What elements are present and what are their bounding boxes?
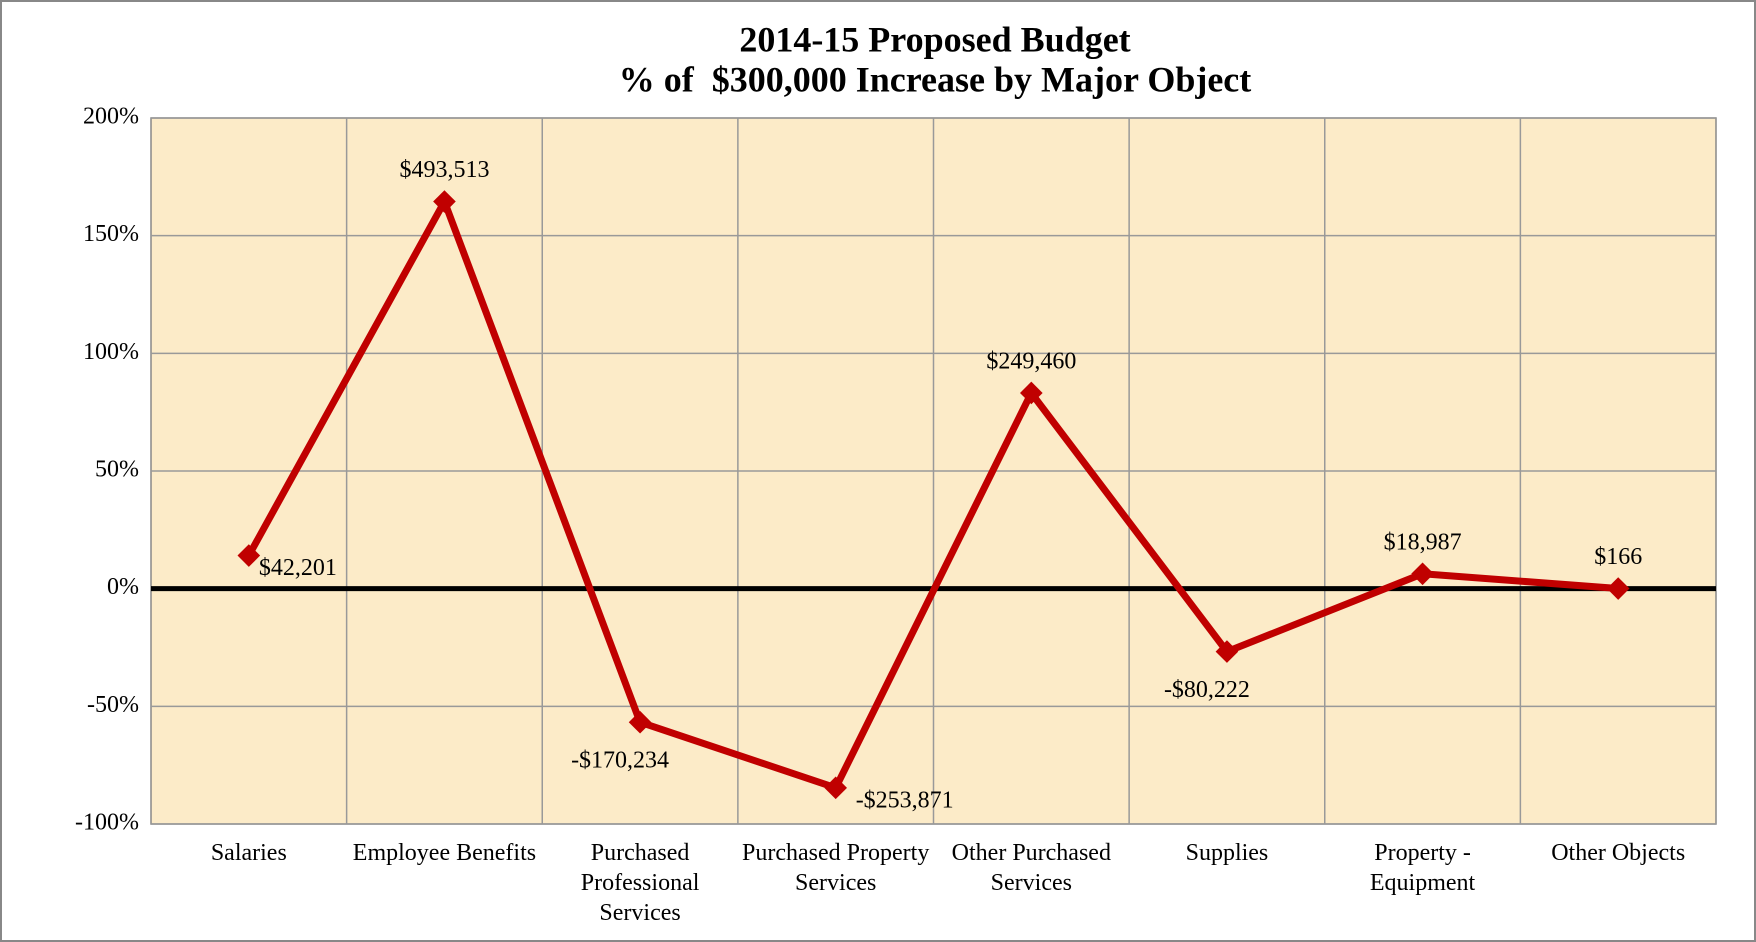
- data-label: $249,460: [986, 348, 1076, 374]
- data-label: $18,987: [1384, 529, 1462, 555]
- data-point: [824, 776, 848, 800]
- data-label: -$253,871: [856, 787, 954, 813]
- data-point: [628, 710, 652, 734]
- x-tick-label: Other Objects: [1551, 840, 1686, 866]
- y-tick-label: -50%: [87, 692, 139, 718]
- x-tick-label: Employee Benefits: [352, 840, 537, 866]
- y-tick-label: 50%: [95, 457, 139, 483]
- data-point: [1019, 381, 1043, 405]
- data-point: [1411, 562, 1434, 586]
- data-point: [1606, 577, 1630, 600]
- data-line: [245, 198, 1619, 792]
- y-tick-label: 0%: [107, 574, 139, 600]
- y-tick-label: 150%: [83, 221, 139, 247]
- chart-title: 2014-15 Proposed Budget: [739, 19, 1130, 59]
- chart-subtitle: % of $300,000 Increase by Major Object: [619, 59, 1252, 99]
- x-tick-label: Property - Equipment: [1369, 840, 1476, 896]
- data-point: [1215, 640, 1239, 663]
- data-label: -$80,222: [1164, 677, 1250, 703]
- y-tick-label: -100%: [75, 810, 139, 836]
- x-tick-label: Supplies: [1185, 840, 1269, 866]
- x-tick-label: Salaries: [210, 840, 287, 866]
- data-label: $166: [1594, 544, 1642, 570]
- data-label: $493,513: [399, 157, 489, 183]
- y-tick-label: 100%: [83, 339, 139, 365]
- data-label: $42,201: [259, 555, 337, 581]
- y-tick-label: 200%: [83, 104, 139, 130]
- x-tick-label: Purchased Property Services: [742, 840, 930, 896]
- x-tick-label: Purchased Professional Services: [580, 840, 700, 926]
- data-label: -$170,234: [571, 748, 669, 774]
- x-tick-label: Other Purchased Services: [951, 840, 1111, 896]
